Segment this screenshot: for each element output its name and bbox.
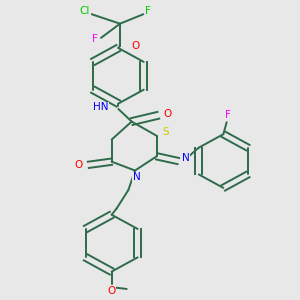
Text: F: F <box>92 34 98 44</box>
Text: O: O <box>74 160 82 170</box>
Text: F: F <box>146 6 151 16</box>
Text: O: O <box>107 286 116 296</box>
Text: O: O <box>164 109 172 119</box>
Text: N: N <box>182 153 190 163</box>
Text: S: S <box>163 127 169 137</box>
Text: N: N <box>133 172 140 182</box>
Text: F: F <box>225 110 231 120</box>
Text: HN: HN <box>93 102 109 112</box>
Text: Cl: Cl <box>80 6 90 16</box>
Text: O: O <box>131 41 139 51</box>
